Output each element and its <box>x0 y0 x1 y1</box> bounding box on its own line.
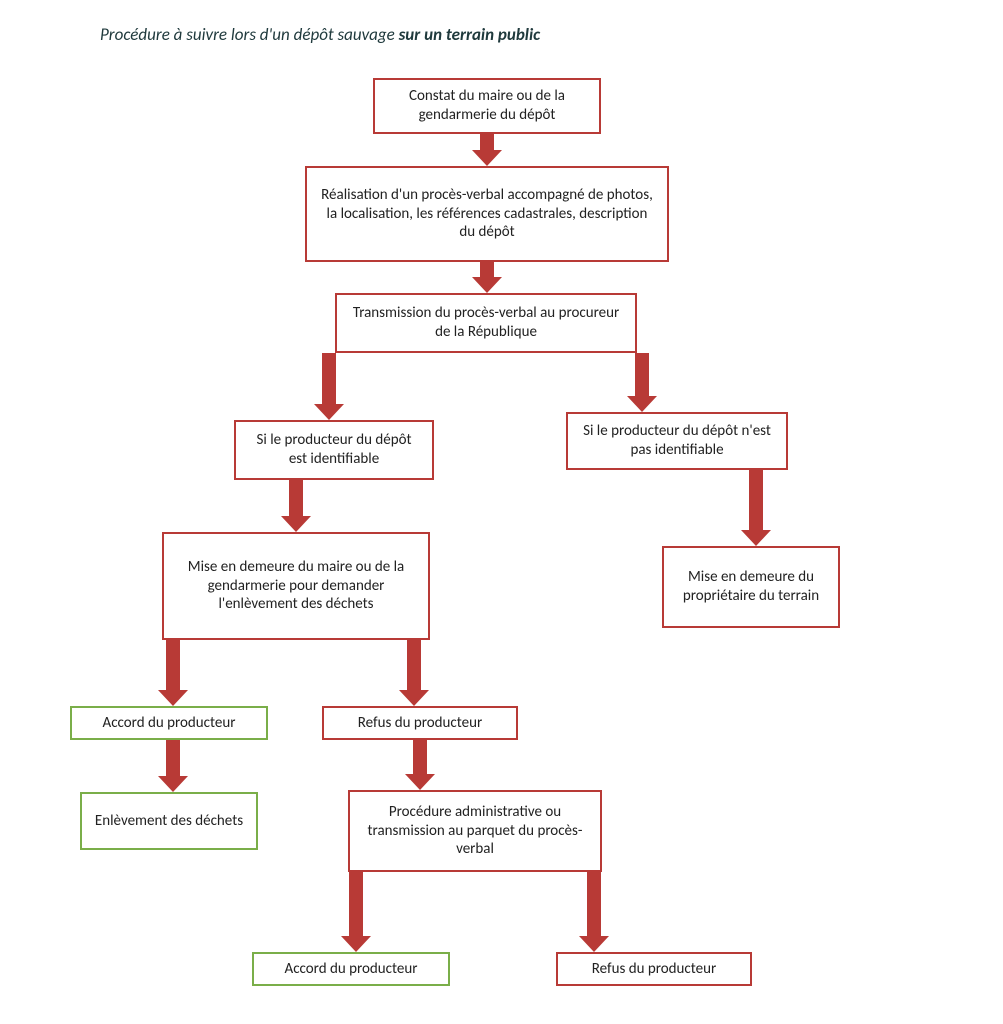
edges-layer <box>0 0 1003 1024</box>
flow-edge-n8-n10 <box>158 740 188 792</box>
flow-edge-n3-n5 <box>627 353 657 412</box>
flowchart-canvas: Procédure à suivre lors d'un dépôt sauva… <box>0 0 1003 1024</box>
flow-edge-n9-n11 <box>405 740 435 790</box>
flow-edge-n2-n3 <box>472 262 502 293</box>
flow-edge-n6-n8 <box>158 640 188 706</box>
flow-edge-n11-n12 <box>341 872 371 952</box>
flow-edge-n6-n9 <box>399 640 429 706</box>
flow-edge-n3-n4 <box>314 353 344 420</box>
flow-edge-n5-n7 <box>741 470 771 546</box>
flow-edge-n4-n6 <box>281 480 311 532</box>
flow-edge-n11-n13 <box>579 872 609 952</box>
flow-edge-n1-n2 <box>472 134 502 166</box>
